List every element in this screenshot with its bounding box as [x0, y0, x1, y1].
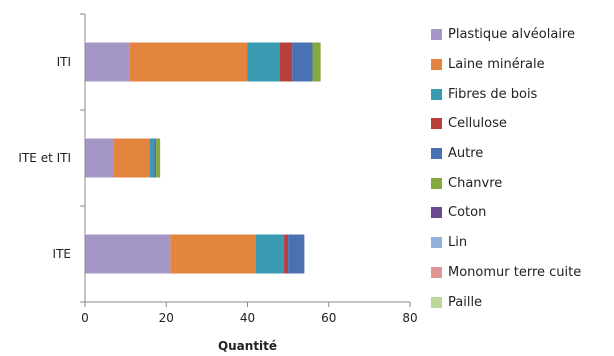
bar-ite-et-iti-1 [113, 138, 150, 178]
legend-item: Cellulose [431, 109, 581, 139]
bar-iti-0 [85, 42, 130, 82]
legend-item: Plastique alvéolaire [431, 20, 581, 50]
bar-ite-0 [85, 234, 171, 274]
bar-ite-1 [170, 234, 256, 274]
legend-label: Monomur terre cuite [448, 264, 582, 280]
legend-label: Cellulose [448, 116, 507, 132]
legend-swatch [431, 148, 442, 160]
legend-label: Autre [448, 146, 484, 162]
legend-swatch [431, 207, 442, 219]
legend-item: Coton [431, 198, 581, 228]
x-tick-label: 20 [159, 311, 174, 325]
bar-ite-et-iti-5 [156, 138, 161, 178]
legend-swatch [431, 266, 442, 278]
legend-item: Monomur terre cuite [431, 258, 581, 288]
bar-ite-4 [288, 234, 305, 274]
legend-item: Chanvre [431, 168, 581, 198]
x-tick-label: 80 [402, 311, 417, 325]
legend-swatch [431, 118, 442, 130]
legend-label: Fibres de bois [448, 86, 538, 102]
legend-item: Lin [431, 228, 581, 258]
x-tick-label: 40 [240, 311, 255, 325]
x-tick-label: 0 [81, 311, 89, 325]
legend-item: Fibres de bois [431, 79, 581, 109]
legend-label: Plastique alvéolaire [448, 27, 575, 43]
legend-swatch [431, 29, 442, 41]
bar-ite-3 [284, 234, 289, 274]
bars-group [85, 42, 321, 274]
bar-iti-4 [292, 42, 313, 82]
x-tick-label: 60 [321, 311, 336, 325]
legend-item: Autre [431, 139, 581, 169]
legend-swatch [431, 237, 442, 249]
legend-swatch [431, 177, 442, 189]
bar-ite-et-iti-4 [154, 138, 157, 178]
bar-iti-5 [312, 42, 321, 82]
legend-item: Laine minérale [431, 50, 581, 80]
legend-label: Coton [448, 205, 487, 221]
category-label: ITE et ITI [18, 151, 71, 165]
legend-label: Lin [448, 235, 468, 251]
category-label: ITE [53, 247, 71, 261]
legend-swatch [431, 59, 442, 71]
axes-group: ITI ITE et ITI ITE 0 20 40 60 80 [18, 13, 418, 325]
bar-ite-et-iti-2 [150, 138, 155, 178]
category-label: ITI [57, 55, 71, 69]
legend: Plastique alvéolaire Laine minérale Fibres… [431, 20, 581, 317]
legend-label: Laine minérale [448, 57, 545, 73]
bar-iti-2 [247, 42, 280, 82]
legend-label: Chanvre [448, 175, 503, 191]
bar-iti-1 [129, 42, 248, 82]
legend-swatch [431, 88, 442, 100]
bar-iti-3 [280, 42, 293, 82]
legend-item: Paille [431, 287, 581, 317]
bar-ite-2 [255, 234, 285, 274]
legend-label: Paille [448, 294, 483, 310]
legend-swatch [431, 296, 442, 308]
bar-ite-et-iti-0 [85, 138, 114, 178]
x-axis-label: Quantité [218, 339, 277, 353]
